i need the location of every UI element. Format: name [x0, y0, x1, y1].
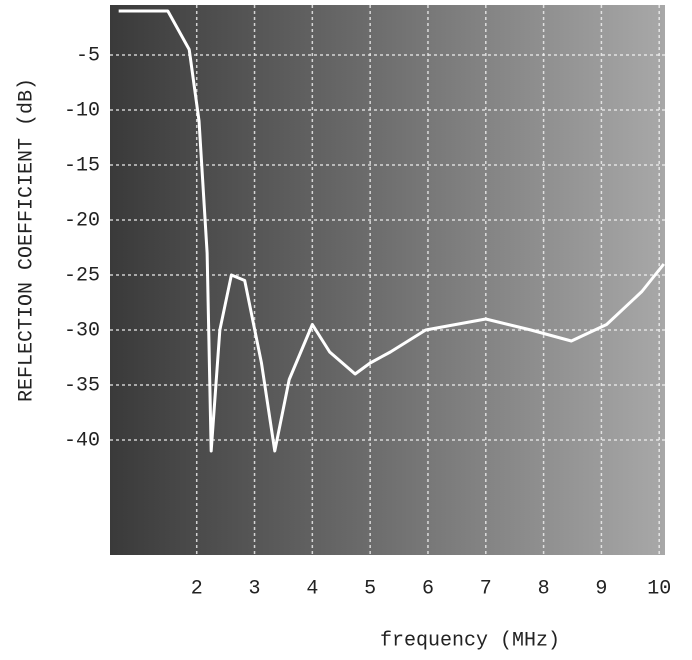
- y-tick-label: -10: [64, 99, 100, 122]
- x-tick-label: 5: [364, 577, 376, 600]
- x-tick-label: 8: [538, 577, 550, 600]
- x-axis-label: frequency (MHz): [380, 629, 560, 652]
- x-tick-label: 6: [422, 577, 434, 600]
- y-tick-label: -35: [64, 374, 100, 397]
- y-tick-label: -5: [76, 44, 100, 67]
- x-tick-label: 7: [480, 577, 492, 600]
- y-tick-label: -20: [64, 209, 100, 232]
- y-tick-label: -40: [64, 429, 100, 452]
- data-line: [118, 9, 666, 453]
- y-axis-label: REFLECTION COEFFICIENT (dB): [15, 78, 38, 402]
- y-tick-label: -30: [64, 319, 100, 342]
- x-tick-label: 4: [306, 577, 318, 600]
- x-tick-label: 3: [249, 577, 261, 600]
- x-tick-label: 2: [191, 577, 203, 600]
- plot-area: [110, 5, 665, 555]
- x-tick-label: 9: [595, 577, 607, 600]
- x-tick-label: 10: [647, 577, 671, 600]
- y-tick-label: -15: [64, 154, 100, 177]
- y-tick-label: -25: [64, 264, 100, 287]
